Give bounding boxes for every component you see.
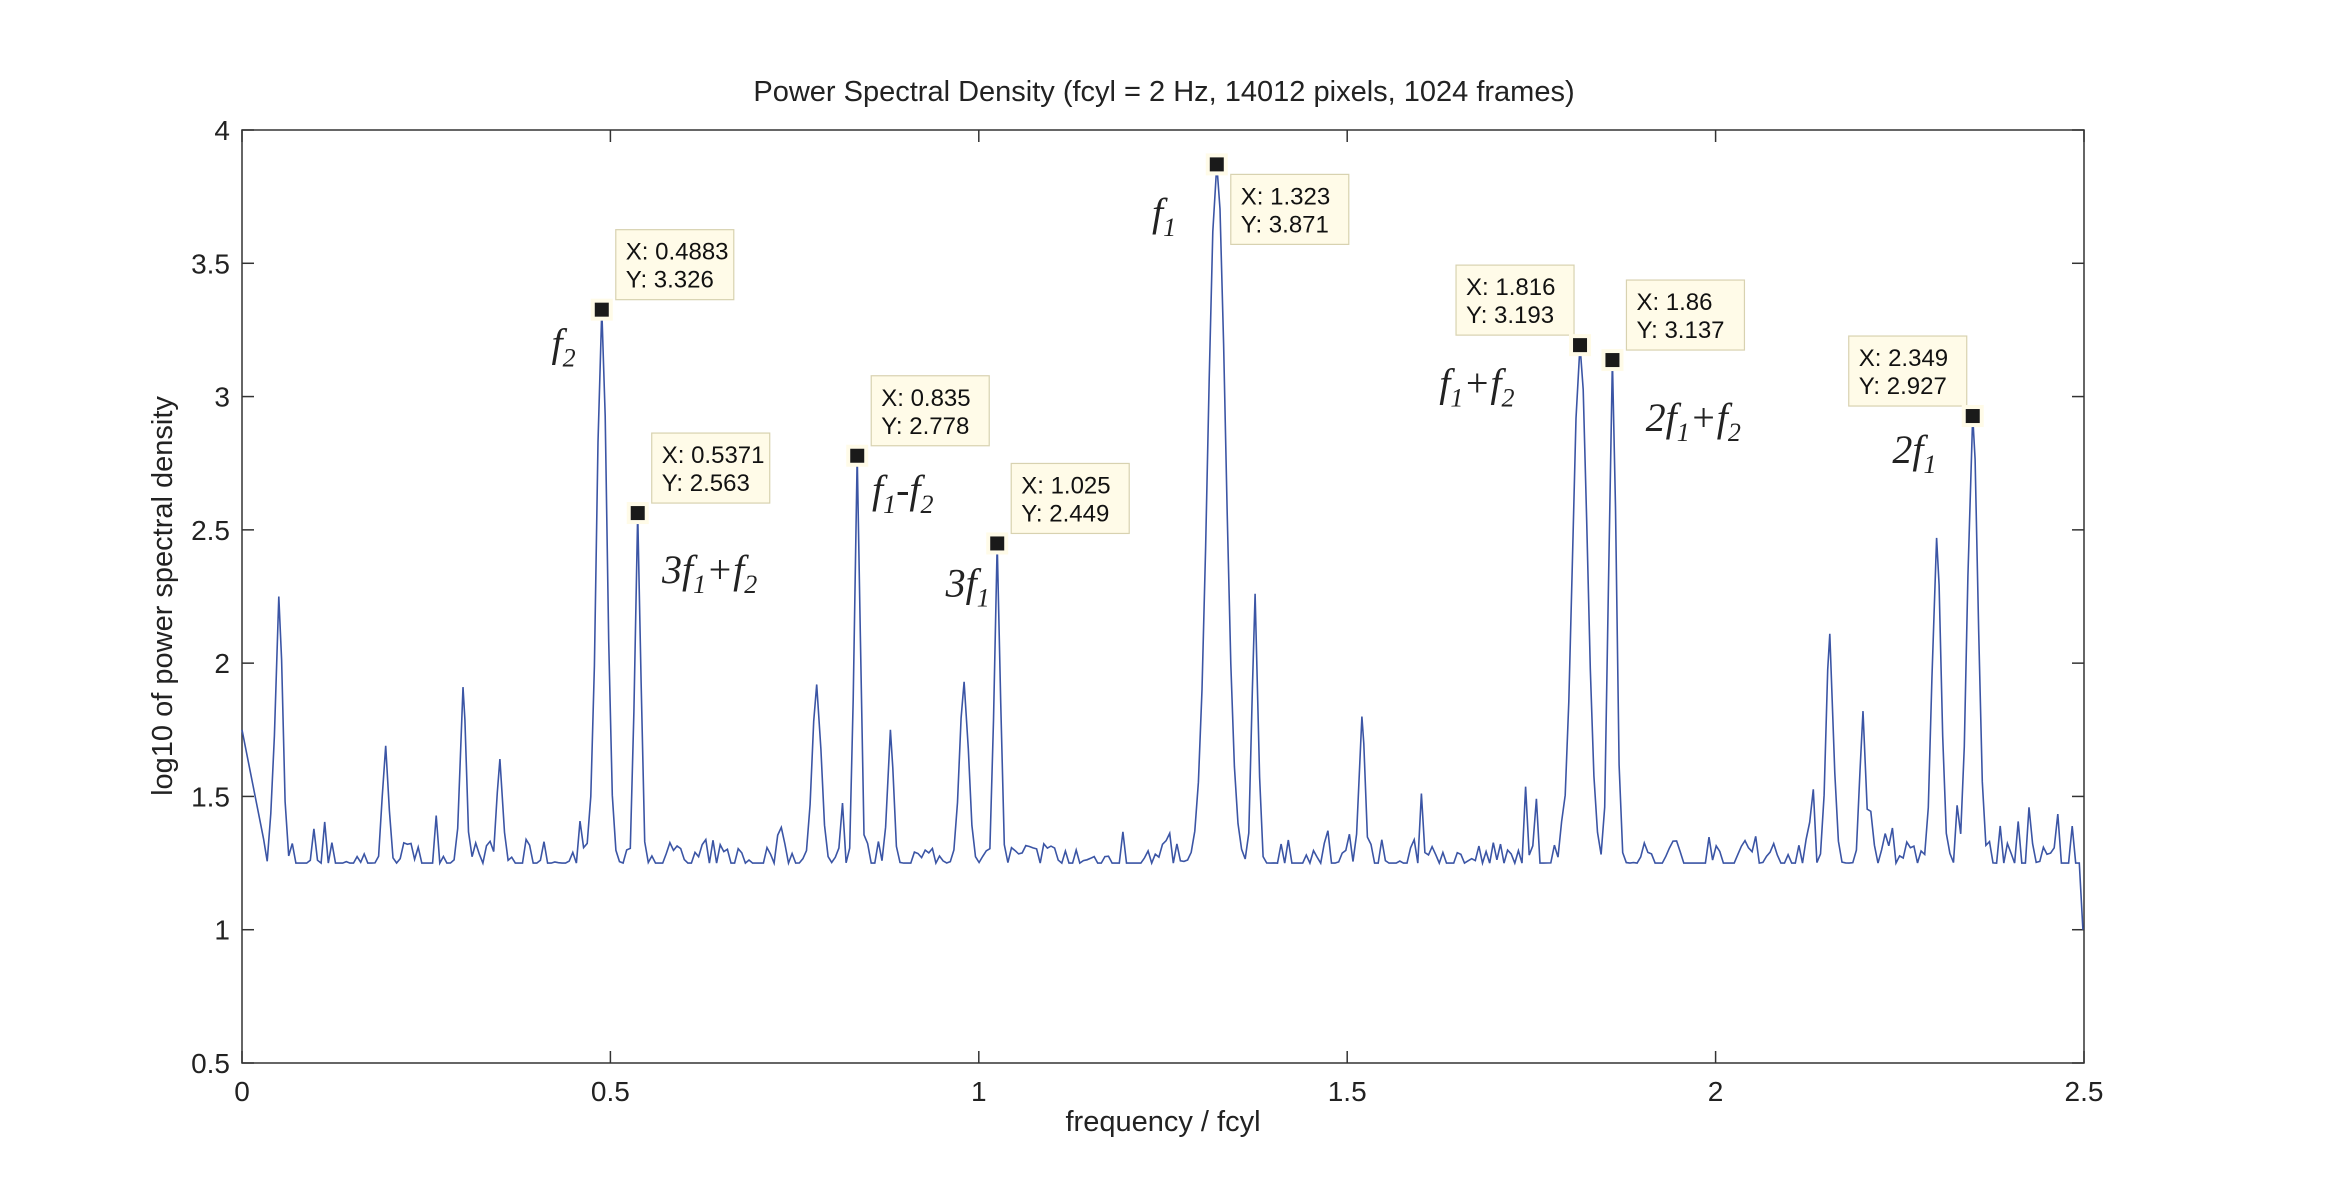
peak-annotation: f1+f2: [1439, 361, 1514, 413]
annotation-sub: 1: [977, 584, 990, 613]
datatip-box: [1848, 335, 1968, 407]
datatip-marker: [990, 536, 1005, 551]
annotation-base2: +f: [706, 547, 749, 592]
y-tick-label: 1: [214, 915, 230, 946]
x-tick-label: 1.5: [1328, 1076, 1367, 1107]
peak-annotation: 2f1: [1892, 427, 1936, 479]
annotation-sub2: 2: [1502, 384, 1515, 413]
datatip-y-text: Y: 2.778: [881, 413, 969, 440]
datatip-y-text: Y: 3.871: [1241, 211, 1329, 238]
annotation-base2: +f: [1690, 395, 1733, 440]
y-tick-label: 3.5: [191, 248, 230, 279]
y-tick-label: 0.5: [191, 1048, 230, 1079]
datatip-box: [1230, 173, 1350, 245]
datatip-marker: [594, 302, 609, 317]
y-axis-title: log10 of power spectral density: [147, 396, 179, 796]
datatip-y-text: Y: 2.563: [662, 470, 750, 497]
datatip-y-text: Y: 3.193: [1466, 302, 1554, 329]
annotation-sub: 1: [1924, 450, 1937, 479]
plot-frame: [241, 129, 2085, 1064]
datatip-x-text: X: 1.86: [1636, 289, 1712, 316]
datatip[interactable]: X: 1.86Y: 3.137: [1601, 279, 1746, 372]
peak-annotation: 3f1: [945, 561, 990, 613]
annotation-base: 3f: [945, 561, 982, 606]
annotation-base: 2f: [1646, 395, 1682, 440]
datatip-marker: [1605, 353, 1620, 368]
datatip-x-text: X: 2.349: [1859, 345, 1948, 372]
datatip-x-text: X: 0.4883: [626, 239, 729, 266]
datatip-y-text: Y: 3.326: [626, 267, 714, 294]
x-tick-label: 2.5: [2065, 1076, 2104, 1107]
x-tick-label: 0: [234, 1076, 250, 1107]
datatip-box: [870, 375, 990, 447]
y-tick-label: 1.5: [191, 781, 230, 812]
tick-label-group: 0 0.5 1 1.5 2 2.50.511.522.533.54: [191, 115, 2103, 1107]
datatip-marker: [630, 506, 645, 521]
datatip-box: [615, 229, 735, 301]
annotation-sub2: 2: [921, 490, 934, 519]
x-tick-label: 2: [1708, 1076, 1724, 1107]
datatip-y-text: Y: 3.137: [1636, 317, 1724, 344]
x-axis-title: frequency / fcyl: [1065, 1106, 1260, 1138]
y-tick-label: 3: [214, 382, 230, 413]
x-tick-label: 0.5: [591, 1076, 630, 1107]
annotation-sub: 1: [1163, 213, 1176, 242]
datatip-box: [1010, 462, 1130, 535]
tick-group: [241, 129, 2085, 1064]
datatip-x-text: X: 0.835: [881, 385, 970, 412]
datatip-x-text: X: 1.816: [1466, 274, 1555, 301]
annotation-base2: -f: [896, 467, 925, 512]
annotation-sub: 1: [883, 490, 896, 519]
datatip-marker: [1209, 157, 1224, 172]
annotation-sub2: 2: [1728, 418, 1741, 447]
datatip-marker: [1573, 338, 1588, 353]
annotation-base: 2f: [1892, 427, 1928, 472]
psd-series-line: [241, 164, 2084, 930]
annotation-base: 3f: [661, 547, 698, 592]
datatip-x-text: X: 1.025: [1021, 472, 1110, 499]
x-tick-label: 1: [971, 1076, 987, 1107]
y-tick-label: 4: [214, 115, 230, 146]
peak-annotation: f2: [551, 321, 575, 373]
annotation-sub: 1: [1677, 418, 1690, 447]
datatip-box: [1625, 279, 1746, 351]
peak-annotation: 3f1+f2: [661, 547, 757, 599]
chart-title: Power Spectral Density (fcyl = 2 Hz, 140…: [753, 76, 1574, 108]
annotation-sub: 1: [693, 570, 706, 599]
datatip-box: [651, 432, 771, 504]
annotation-sub: 2: [563, 344, 576, 373]
datatip-x-text: X: 0.5371: [662, 442, 765, 469]
datatip-box: [1455, 264, 1575, 336]
datatip-y-text: Y: 2.927: [1859, 373, 1947, 400]
annotation-base2: +f: [1463, 361, 1506, 406]
annotation-sub2: 2: [744, 570, 757, 599]
plot-area: 0 0.5 1 1.5 2 2.50.511.522.533.54 X: 0.4883Y:…: [191, 115, 2103, 1107]
annotation-sub: 1: [1450, 384, 1463, 413]
datatip-marker: [850, 448, 865, 463]
datatip-marker: [1965, 409, 1980, 424]
y-tick-label: 2: [214, 648, 230, 679]
y-tick-label: 2.5: [191, 515, 230, 546]
datatip-x-text: X: 1.323: [1241, 183, 1330, 210]
datatip-y-text: Y: 2.449: [1021, 500, 1109, 527]
peak-annotation: 2f1+f2: [1646, 395, 1741, 447]
